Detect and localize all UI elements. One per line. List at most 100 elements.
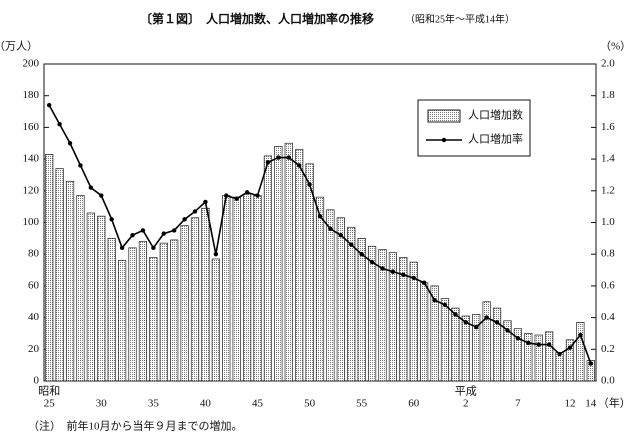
bar [586, 360, 595, 382]
bar [513, 328, 522, 382]
x-tick-label: 60 [408, 398, 420, 410]
x-tick-label: 55 [356, 398, 368, 410]
legend-label: 人口増加数 [468, 109, 523, 122]
rate-point [359, 252, 364, 257]
bar [409, 261, 418, 382]
rate-point [130, 232, 135, 238]
rate-point [390, 269, 396, 274]
rate-point [421, 280, 427, 285]
rate-point [463, 320, 469, 325]
rate-point [255, 193, 260, 198]
x-tick-label: 25 [44, 398, 56, 410]
legend-swatch [427, 109, 461, 123]
x-tick-label: 7 [515, 398, 521, 410]
y2-tick-label: 1.8 [601, 89, 615, 101]
rate-point [151, 245, 156, 251]
y2-tick-label: 0.0 [601, 375, 615, 387]
x-tick-label: 14 [585, 398, 597, 410]
rate-point [203, 199, 208, 205]
rate-point [484, 315, 489, 320]
rate-point [505, 328, 510, 333]
bar [357, 238, 366, 382]
y-tick-label: 140 [23, 153, 40, 165]
y2-axis-label: （%） [600, 40, 631, 53]
bar [295, 149, 304, 382]
bar [451, 307, 460, 382]
bar [305, 163, 314, 382]
bar [45, 153, 54, 382]
rate-point [380, 266, 385, 271]
rate-point [411, 275, 416, 281]
bar [472, 314, 481, 382]
y2-tick-label: 1.6 [601, 121, 615, 133]
rate-point [265, 160, 271, 165]
bar [274, 146, 283, 382]
bar [565, 339, 575, 382]
rate-point [338, 232, 344, 238]
bar [76, 195, 85, 382]
bar [138, 241, 148, 382]
y2-tick-label: 0.6 [601, 279, 615, 291]
bar [211, 258, 220, 382]
bar [555, 352, 564, 382]
bar [86, 212, 95, 382]
y-tick-label: 120 [23, 184, 40, 196]
bar [367, 245, 377, 382]
bar [399, 257, 408, 382]
bar [263, 155, 273, 382]
bar [461, 315, 470, 382]
bar [170, 239, 179, 382]
bar [253, 195, 262, 382]
rate-point [307, 182, 312, 187]
rate-point [401, 272, 406, 278]
y-tick-label: 160 [23, 121, 40, 133]
bar [97, 215, 106, 382]
rate-point [515, 336, 521, 341]
bar [201, 207, 210, 382]
y-tick-label: 60 [28, 279, 40, 291]
bar [545, 331, 554, 382]
y2-tick-label: 1.4 [601, 153, 615, 165]
x-unit-label: （年） [598, 396, 631, 410]
x-tick-label: 2 [463, 398, 469, 410]
bar [482, 301, 491, 382]
rate-point [140, 228, 146, 233]
y2-tick-label: 0.4 [601, 311, 615, 323]
note: （注） 前年10月から当年９月までの増加。 [28, 419, 243, 433]
bar [190, 217, 200, 382]
rate-point [328, 226, 333, 232]
rate-point [78, 163, 83, 168]
bar [315, 196, 325, 382]
rate-point [47, 103, 52, 108]
y2-tick-label: 1.2 [601, 184, 615, 196]
era-label: 昭和 [38, 385, 60, 398]
rate-point [276, 155, 281, 160]
y-axis-label: （万人） [0, 40, 38, 53]
rate-point [494, 320, 500, 325]
rate-point [192, 209, 198, 214]
bar [440, 298, 450, 382]
rate-point [536, 342, 541, 347]
bar [149, 257, 158, 382]
bar [159, 242, 168, 382]
chart-subtitle: （昭和25年～平成14年） [405, 12, 515, 25]
y-tick-label: 20 [28, 343, 40, 355]
bar [326, 209, 335, 382]
y-tick-label: 100 [23, 216, 40, 228]
rate-point [588, 361, 593, 366]
rate-point [109, 217, 114, 222]
rate-point [244, 190, 250, 195]
bar [336, 217, 345, 382]
bar [284, 142, 293, 382]
y2-tick-label: 1.0 [601, 216, 615, 228]
y2-tick-label: 0.2 [601, 343, 615, 355]
y2-tick-label: 0.8 [601, 248, 615, 260]
legend-box [417, 99, 531, 157]
bar [576, 322, 585, 382]
rate-point [546, 342, 552, 347]
y2-tick-label: 2.0 [601, 58, 615, 70]
rate-point [119, 245, 125, 251]
bar [524, 333, 533, 382]
bar [55, 168, 64, 382]
